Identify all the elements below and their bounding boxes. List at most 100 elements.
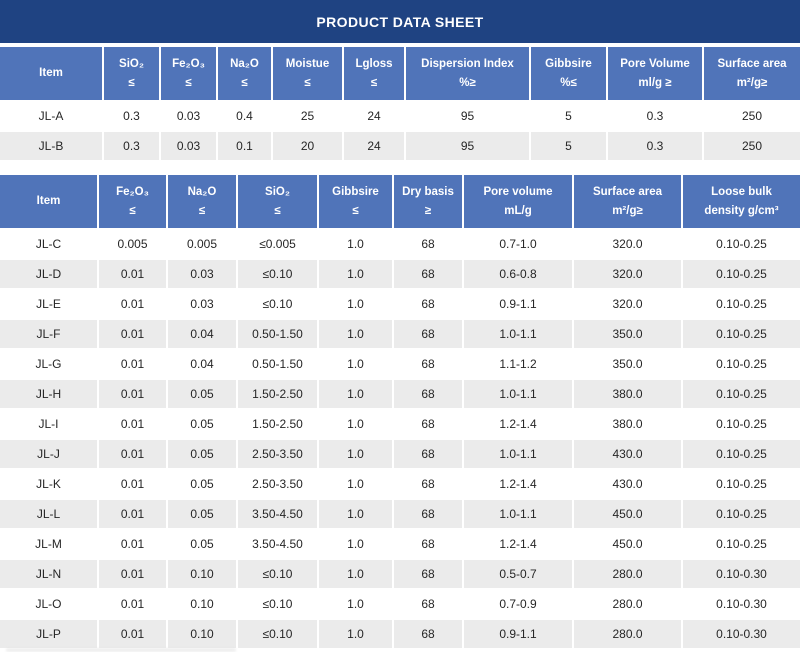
value-cell: 1.0 bbox=[317, 558, 393, 589]
item-cell: JL-H bbox=[0, 378, 98, 409]
table-row: JL-N 0.01 0.10 ≤0.10 1.0 68 0.5-0.7 280.0 0.10-0… bbox=[0, 558, 800, 589]
table-row: JL-M 0.01 0.05 3.50-4.50 1.0 68 1.2-1.4 450.0 0.… bbox=[0, 528, 800, 559]
value-cell: 5 bbox=[529, 100, 607, 131]
value-cell: 0.10-0.25 bbox=[681, 528, 800, 559]
value-cell: 0.03 bbox=[159, 100, 217, 131]
value-cell: 1.0 bbox=[317, 468, 393, 499]
table-body: JL-A 0.3 0.03 0.4 25 24 95 5 0.3 250 JL-B 0.3 0.03 0.… bbox=[0, 100, 800, 160]
column-header: Lgloss ≤ bbox=[342, 47, 405, 101]
value-cell: 1.0-1.1 bbox=[462, 318, 573, 349]
value-cell: 68 bbox=[392, 618, 463, 648]
value-cell: ≤0.005 bbox=[236, 228, 318, 259]
value-cell: 68 bbox=[392, 498, 463, 529]
value-cell: 0.5-0.7 bbox=[462, 558, 573, 589]
column-header: Fe₂O₃ ≤ bbox=[159, 47, 217, 101]
spec-table-primary: Item SiO₂ ≤ Fe₂O₃ ≤ Na₂O ≤ Moistue ≤ Lgloss ≤… bbox=[0, 47, 800, 160]
value-cell: 95 bbox=[404, 130, 530, 160]
value-cell: 0.01 bbox=[97, 588, 167, 619]
value-cell: 250 bbox=[702, 100, 800, 131]
value-cell: 0.10-0.25 bbox=[681, 228, 800, 259]
value-cell: 0.10-0.30 bbox=[681, 588, 800, 619]
value-cell: 68 bbox=[392, 258, 463, 289]
value-cell: 68 bbox=[392, 588, 463, 619]
value-cell: 0.01 bbox=[97, 408, 167, 439]
item-cell: JL-K bbox=[0, 468, 98, 499]
value-cell: 0.01 bbox=[97, 348, 167, 379]
value-cell: 1.0-1.1 bbox=[462, 498, 573, 529]
value-cell: 1.0 bbox=[317, 618, 393, 648]
value-cell: 0.05 bbox=[166, 378, 237, 409]
value-cell: 0.01 bbox=[97, 558, 167, 589]
value-cell: 24 bbox=[342, 130, 405, 160]
column-header: Moistue ≤ bbox=[271, 47, 343, 101]
header-row: Item SiO₂ ≤ Fe₂O₃ ≤ Na₂O ≤ Moistue ≤ Lgloss ≤… bbox=[0, 47, 800, 101]
value-cell: 1.0 bbox=[317, 528, 393, 559]
value-cell: 0.03 bbox=[166, 288, 237, 319]
value-cell: 380.0 bbox=[572, 408, 682, 439]
value-cell: 0.4 bbox=[216, 100, 272, 131]
column-header: Item bbox=[0, 175, 98, 229]
value-cell: 450.0 bbox=[572, 498, 682, 529]
value-cell: 0.1 bbox=[216, 130, 272, 160]
value-cell: ≤0.10 bbox=[236, 618, 318, 648]
value-cell: 0.10-0.25 bbox=[681, 258, 800, 289]
table-body: JL-C 0.005 0.005 ≤0.005 1.0 68 0.7-1.0 320.0 0.1… bbox=[0, 228, 800, 648]
value-cell: 68 bbox=[392, 228, 463, 259]
value-cell: ≤0.10 bbox=[236, 558, 318, 589]
value-cell: 1.0 bbox=[317, 348, 393, 379]
value-cell: 0.6-0.8 bbox=[462, 258, 573, 289]
value-cell: 0.10-0.25 bbox=[681, 288, 800, 319]
value-cell: 0.10 bbox=[166, 558, 237, 589]
value-cell: 0.10-0.25 bbox=[681, 438, 800, 469]
value-cell: 3.50-4.50 bbox=[236, 498, 318, 529]
column-header: Na₂O ≤ bbox=[216, 47, 272, 101]
value-cell: 450.0 bbox=[572, 528, 682, 559]
value-cell: 0.9-1.1 bbox=[462, 618, 573, 648]
value-cell: ≤0.10 bbox=[236, 288, 318, 319]
value-cell: 0.05 bbox=[166, 438, 237, 469]
value-cell: 380.0 bbox=[572, 378, 682, 409]
value-cell: 0.10-0.25 bbox=[681, 498, 800, 529]
spec-table-secondary: Item Fe₂O₃ ≤ Na₂O ≤ SiO₂ ≤ Gibbsire ≤ Dry bas… bbox=[0, 175, 800, 648]
item-cell: JL-E bbox=[0, 288, 98, 319]
column-header: Dispersion Index %≥ bbox=[404, 47, 530, 101]
value-cell: 320.0 bbox=[572, 258, 682, 289]
value-cell: 0.7-1.0 bbox=[462, 228, 573, 259]
value-cell: ≤0.10 bbox=[236, 258, 318, 289]
header-row: Item Fe₂O₃ ≤ Na₂O ≤ SiO₂ ≤ Gibbsire ≤ Dry bas… bbox=[0, 175, 800, 229]
value-cell: 0.03 bbox=[159, 130, 217, 160]
column-header: Dry basis ≥ bbox=[392, 175, 463, 229]
value-cell: 250 bbox=[702, 130, 800, 160]
table-separator bbox=[0, 160, 800, 175]
value-cell: 0.10-0.30 bbox=[681, 558, 800, 589]
column-header: Pore Volume ml/g ≥ bbox=[606, 47, 703, 101]
value-cell: 280.0 bbox=[572, 588, 682, 619]
value-cell: 0.05 bbox=[166, 498, 237, 529]
value-cell: 0.9-1.1 bbox=[462, 288, 573, 319]
value-cell: 320.0 bbox=[572, 228, 682, 259]
table-row: JL-A 0.3 0.03 0.4 25 24 95 5 0.3 250 bbox=[0, 100, 800, 131]
watermark-smudge bbox=[6, 648, 236, 652]
value-cell: 1.0 bbox=[317, 588, 393, 619]
value-cell: 0.005 bbox=[166, 228, 237, 259]
item-cell: JL-O bbox=[0, 588, 98, 619]
column-header: Surface area m²/g≥ bbox=[572, 175, 682, 229]
value-cell: 430.0 bbox=[572, 468, 682, 499]
item-cell: JL-A bbox=[0, 100, 103, 131]
value-cell: 1.1-1.2 bbox=[462, 348, 573, 379]
table-row: JL-J 0.01 0.05 2.50-3.50 1.0 68 1.0-1.1 430.0 0.… bbox=[0, 438, 800, 469]
item-cell: JL-I bbox=[0, 408, 98, 439]
value-cell: 0.10-0.25 bbox=[681, 468, 800, 499]
value-cell: 350.0 bbox=[572, 318, 682, 349]
value-cell: 280.0 bbox=[572, 558, 682, 589]
table-row: JL-L 0.01 0.05 3.50-4.50 1.0 68 1.0-1.1 450.0 0.… bbox=[0, 498, 800, 529]
item-cell: JL-F bbox=[0, 318, 98, 349]
value-cell: 0.05 bbox=[166, 408, 237, 439]
value-cell: 0.01 bbox=[97, 288, 167, 319]
value-cell: 0.01 bbox=[97, 618, 167, 648]
value-cell: ≤0.10 bbox=[236, 588, 318, 619]
value-cell: 0.005 bbox=[97, 228, 167, 259]
value-cell: 1.0-1.1 bbox=[462, 438, 573, 469]
value-cell: 280.0 bbox=[572, 618, 682, 648]
